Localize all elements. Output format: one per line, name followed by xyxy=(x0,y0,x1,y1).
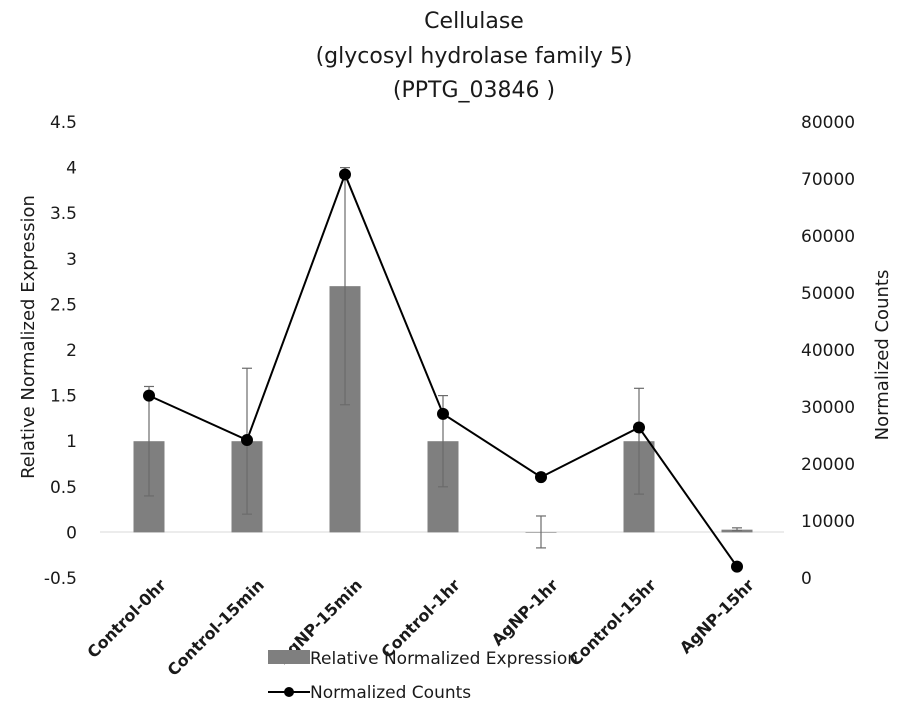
chart-title-line-2: (glycosyl hydrolase family 5) xyxy=(316,44,633,69)
line-series xyxy=(143,168,743,573)
legend-item-bar: Relative Normalized Expression xyxy=(268,649,578,669)
line-point xyxy=(731,560,743,573)
x-category-label: Control-0hr xyxy=(83,575,169,661)
y-left-tick-label: 2 xyxy=(66,341,77,361)
y-right-tick-label: 50000 xyxy=(801,284,855,304)
x-category-label: AgNP-1hr xyxy=(488,575,562,649)
y-left-tick-label: 0 xyxy=(66,523,77,543)
x-category-label: Control-15min xyxy=(163,575,267,679)
error-bar xyxy=(634,387,644,495)
line-point xyxy=(437,407,449,420)
y-left-tick-label: -0.5 xyxy=(44,569,77,589)
line-point xyxy=(143,389,155,402)
chart-title-line-1: Cellulase xyxy=(424,9,524,34)
y-left-tick-label: 3 xyxy=(66,250,77,270)
error-bar xyxy=(144,385,154,497)
error-bar xyxy=(536,515,546,549)
y-right-tick-label: 40000 xyxy=(801,341,855,361)
y-right-tick-label: 60000 xyxy=(801,227,855,247)
y-right-tick-label: 0 xyxy=(801,569,812,589)
x-category-label: AgNP-15hr xyxy=(676,575,758,657)
y-left-tick-label: 3.5 xyxy=(50,204,77,224)
x-category-label: Control-15hr xyxy=(566,575,660,669)
legend: Relative Normalized Expression Normalize… xyxy=(268,649,578,703)
y-left-tick-label: 1 xyxy=(66,432,77,452)
error-bar xyxy=(340,167,350,406)
line-point xyxy=(535,471,547,484)
y-right-tick-label: 20000 xyxy=(801,455,855,475)
legend-item-line: Normalized Counts xyxy=(268,683,471,703)
y-left-tick-label: 4 xyxy=(66,159,77,179)
legend-bar-label: Relative Normalized Expression xyxy=(310,649,578,669)
chart-title-line-3: (PPTG_03846 ) xyxy=(393,78,555,103)
y-axis-left-ticks: 4.5 4 3.5 3 2.5 2 1.5 1 0.5 0 -0.5 xyxy=(44,113,77,589)
line-point xyxy=(241,434,253,447)
y-left-tick-label: 1.5 xyxy=(50,387,77,407)
chart-title: Cellulase (glycosyl hydrolase family 5) … xyxy=(316,9,633,103)
y-axis-right-ticks: 80000 70000 60000 50000 40000 30000 20000 10000… xyxy=(801,113,855,589)
legend-line-label: Normalized Counts xyxy=(310,683,471,703)
y-left-tick-label: 4.5 xyxy=(50,113,77,133)
y-left-tick-label: 2.5 xyxy=(50,295,77,315)
legend-bar-swatch xyxy=(268,650,310,664)
y-right-tick-label: 10000 xyxy=(801,512,855,532)
legend-line-marker xyxy=(284,687,294,697)
y-right-tick-label: 70000 xyxy=(801,170,855,190)
y-axis-right-title: Normalized Counts xyxy=(872,270,893,441)
y-right-tick-label: 80000 xyxy=(801,113,855,133)
line-point xyxy=(339,168,351,181)
y-left-tick-label: 0.5 xyxy=(50,478,77,498)
line-point xyxy=(633,421,645,434)
error-bar xyxy=(732,527,742,532)
y-axis-left-title: Relative Normalized Expression xyxy=(18,195,39,479)
y-right-tick-label: 30000 xyxy=(801,398,855,418)
